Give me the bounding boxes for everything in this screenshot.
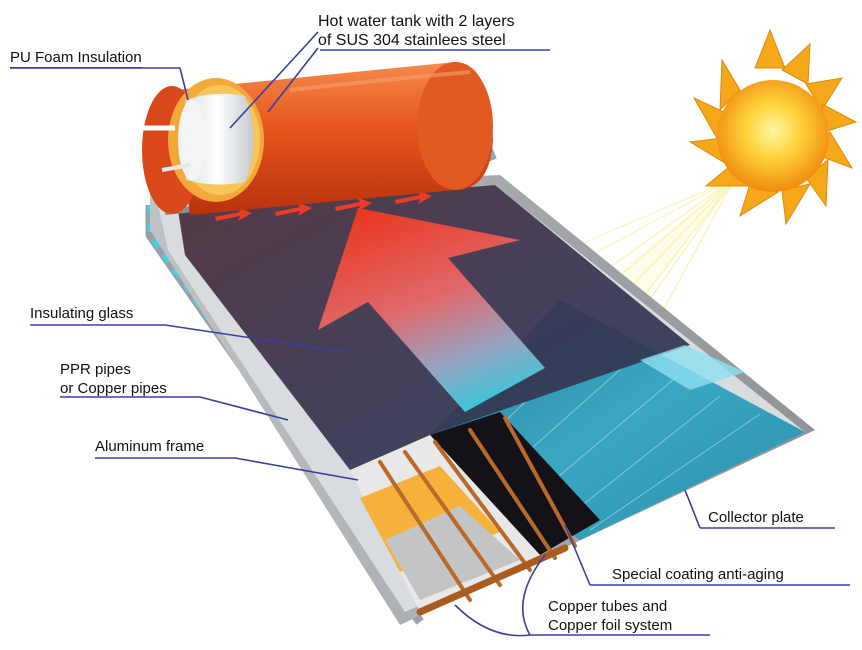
label-copper-line1: Copper tubes and bbox=[548, 598, 668, 615]
label-special-coating: Special coating anti-aging bbox=[612, 566, 784, 583]
label-copper-line2: Copper foil system bbox=[548, 617, 673, 634]
label-collector-plate: Collector plate bbox=[708, 509, 804, 526]
copper-header bbox=[416, 544, 569, 616]
leader-lines bbox=[10, 31, 850, 637]
label-pipes-line1: PPR pipes bbox=[60, 361, 131, 378]
special-coating bbox=[430, 412, 600, 555]
label-ppr-pipes: PPR pipes or Copper pipes bbox=[60, 360, 167, 398]
label-pipes-line2: or Copper pipes bbox=[60, 380, 167, 397]
heat-flow-arrow-icon bbox=[318, 208, 545, 412]
hot-water-tank bbox=[140, 62, 493, 215]
label-tank-line2: of SUS 304 stainlees steel bbox=[318, 32, 506, 49]
label-copper-tubes: Copper tubes and Copper foil system bbox=[548, 597, 672, 635]
label-aluminum-frame: Aluminum frame bbox=[95, 438, 205, 455]
glass-edge-teal bbox=[640, 345, 745, 390]
label-tank-line1: Hot water tank with 2 layers bbox=[318, 13, 515, 30]
sun-icon bbox=[688, 28, 858, 226]
label-insulating-glass: Insulating glass bbox=[30, 305, 134, 322]
copper-tubes bbox=[378, 416, 577, 602]
label-hot-water-tank: Hot water tank with 2 layers of SUS 304 … bbox=[318, 12, 515, 50]
layered-section bbox=[350, 435, 540, 612]
label-pu-foam-insulation: PU Foam Insulation bbox=[10, 49, 142, 68]
